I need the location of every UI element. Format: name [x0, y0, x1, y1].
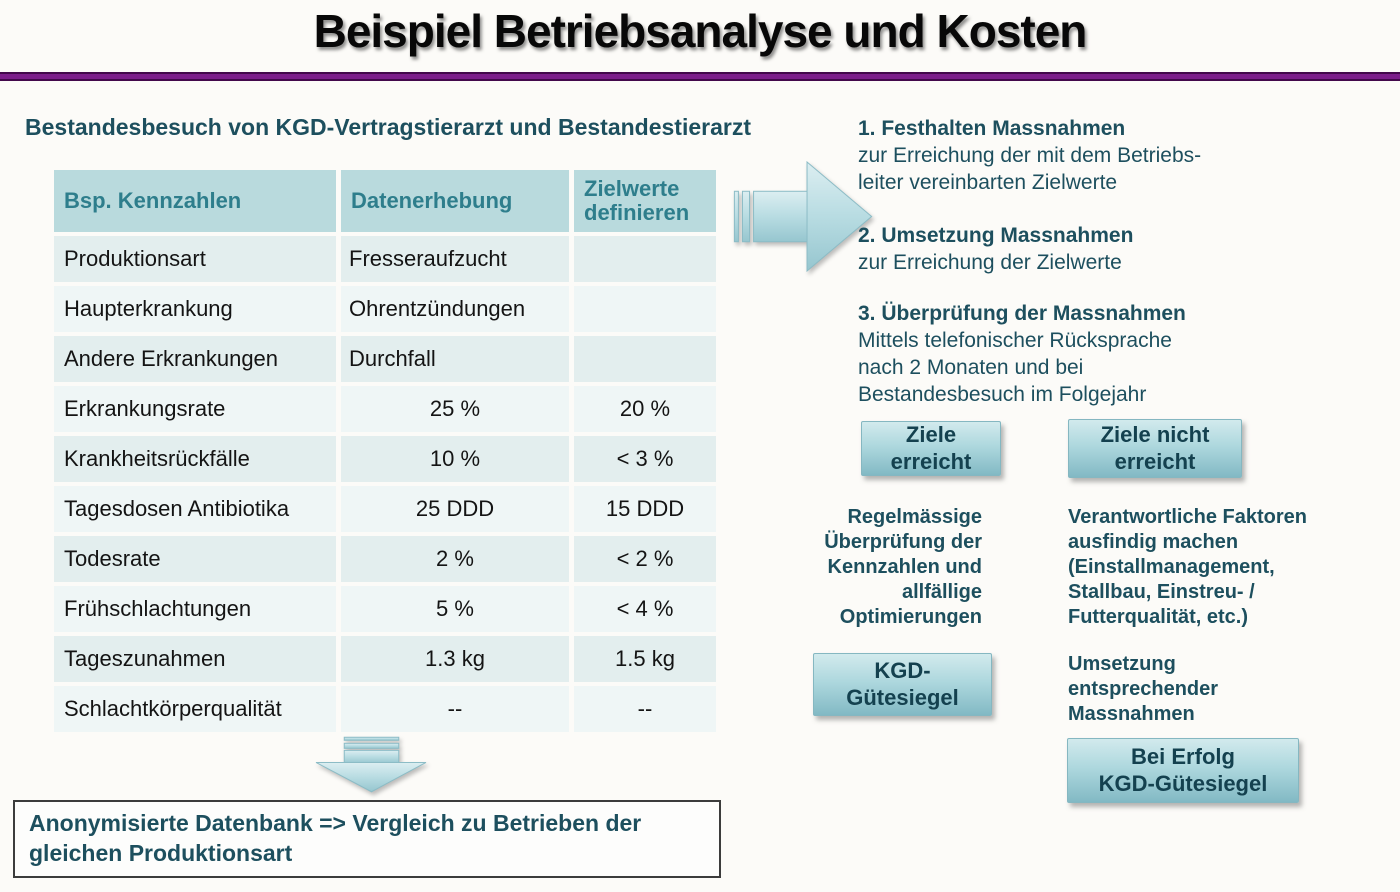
row-target [574, 236, 716, 282]
row-label: Frühschlachtungen [54, 586, 336, 632]
row-label: Tagesdosen Antibiotika [54, 486, 336, 532]
row-value: 10 % [341, 436, 569, 482]
row-value: 2 % [341, 536, 569, 582]
row-value: 25 DDD [341, 486, 569, 532]
title-divider [0, 72, 1400, 81]
step-3-title: 3. Überprüfung der Massnahmen [858, 302, 1186, 325]
flow-arrow-down-icon [315, 736, 427, 793]
bei-erfolg-box: Bei Erfolg KGD-Gütesiegel [1067, 738, 1299, 803]
row-value: 5 % [341, 586, 569, 632]
row-target [574, 336, 716, 382]
row-value: Fresseraufzucht [341, 236, 569, 282]
row-label: Schlachtkörperqualität [54, 686, 336, 732]
ziele-nicht-erreicht-box: Ziele nicht erreicht [1068, 419, 1242, 478]
row-target: < 3 % [574, 436, 716, 482]
step-3-body: Mittels telefonischer Rücksprache nach 2… [858, 329, 1172, 406]
row-target: < 2 % [574, 536, 716, 582]
row-label: Haupterkrankung [54, 286, 336, 332]
step-1: 1. Festhalten Massnahmen zur Erreichung … [858, 115, 1338, 196]
database-box: Anonymisierte Datenbank => Vergleich zu … [13, 800, 721, 878]
step-1-title: 1. Festhalten Massnahmen [858, 117, 1126, 140]
row-target: -- [574, 686, 716, 732]
kpi-table: Bsp. Kennzahlen Datenerhebung Zielwerte … [54, 170, 716, 732]
umsetzung-note: Umsetzung entsprechender Massnahmen [1068, 653, 1219, 725]
row-value: Ohrentzündungen [341, 286, 569, 332]
row-label: Tageszunahmen [54, 636, 336, 682]
step-1-body: zur Erreichung der mit dem Betriebs- lei… [858, 144, 1202, 194]
row-value: 1.3 kg [341, 636, 569, 682]
row-target: 15 DDD [574, 486, 716, 532]
row-label: Krankheitsrückfälle [54, 436, 336, 482]
ziele-erreicht-box: Ziele erreicht [861, 421, 1001, 476]
step-2-title: 2. Umsetzung Massnahmen [858, 224, 1134, 247]
row-target [574, 286, 716, 332]
row-label: Produktionsart [54, 236, 336, 282]
row-value: Durchfall [341, 336, 569, 382]
table-header-kennzahlen: Bsp. Kennzahlen [54, 170, 336, 232]
step-2: 2. Umsetzung Massnahmen zur Erreichung d… [858, 222, 1338, 276]
row-value: 25 % [341, 386, 569, 432]
not-achieved-note: Verantwortliche Faktoren ausfindig mache… [1068, 506, 1307, 628]
section-heading: Bestandesbesuch von KGD-Vertragstierarzt… [25, 114, 751, 140]
flow-arrow-right-icon [731, 161, 875, 272]
row-target: 20 % [574, 386, 716, 432]
kgd-guetesiegel-box: KGD- Gütesiegel [813, 653, 992, 716]
step-3: 3. Überprüfung der Massnahmen Mittels te… [858, 300, 1338, 408]
row-label: Todesrate [54, 536, 336, 582]
achieved-note: Regelmässige Überprüfung der Kennzahlen … [824, 506, 982, 628]
steps-list: 1. Festhalten Massnahmen zur Erreichung … [858, 115, 1338, 434]
table-header-datenerhebung: Datenerhebung [341, 170, 569, 232]
row-label: Erkrankungsrate [54, 386, 336, 432]
row-target: 1.5 kg [574, 636, 716, 682]
step-2-body: zur Erreichung der Zielwerte [858, 251, 1122, 274]
page-title: Beispiel Betriebsanalyse und Kosten [313, 5, 1088, 57]
row-label: Andere Erkrankungen [54, 336, 336, 382]
row-value: -- [341, 686, 569, 732]
table-header-zielwerte: Zielwerte definieren [574, 170, 716, 232]
row-target: < 4 % [574, 586, 716, 632]
